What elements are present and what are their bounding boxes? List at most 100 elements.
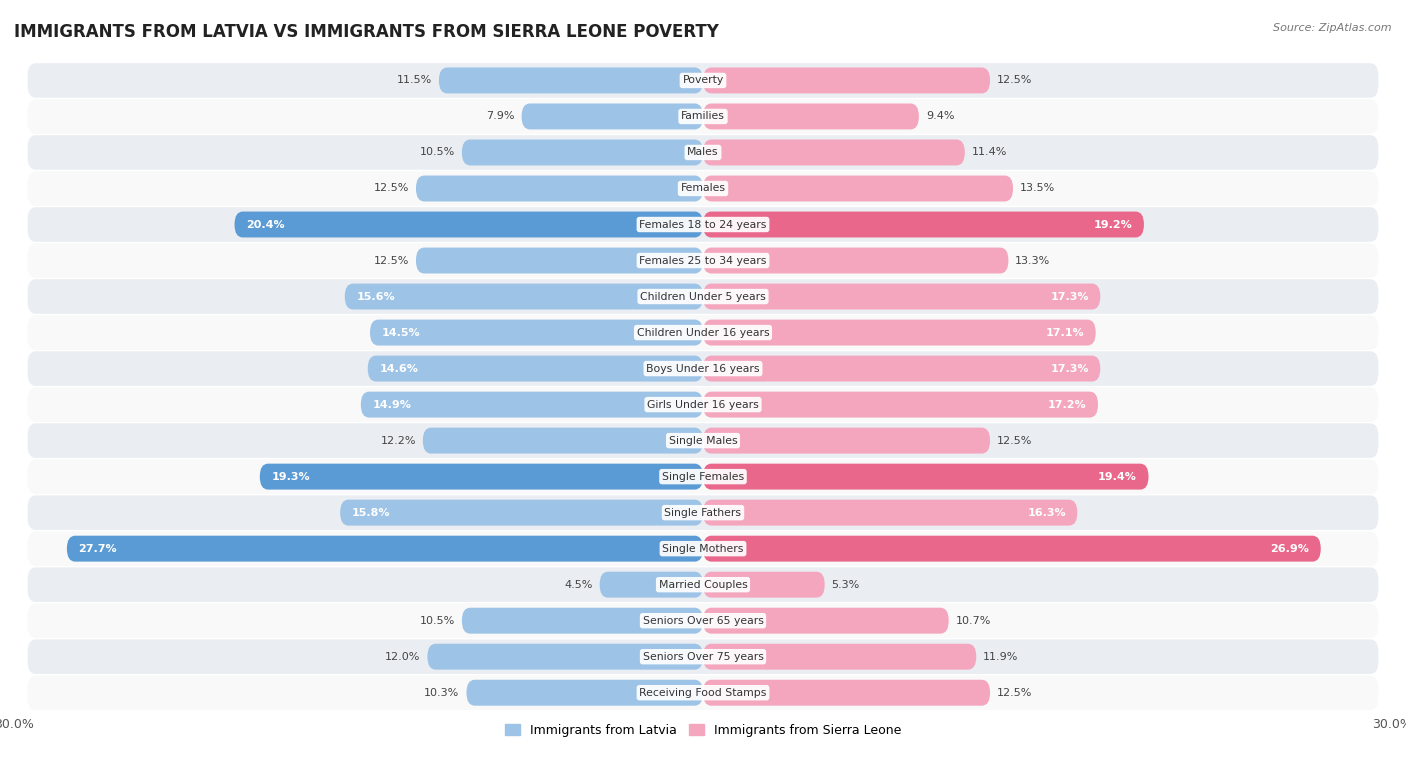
FancyBboxPatch shape [703, 536, 1320, 562]
Text: 5.3%: 5.3% [831, 580, 860, 590]
Text: 11.4%: 11.4% [972, 148, 1007, 158]
Text: Seniors Over 75 years: Seniors Over 75 years [643, 652, 763, 662]
FancyBboxPatch shape [703, 608, 949, 634]
Text: 12.5%: 12.5% [997, 76, 1032, 86]
Text: Boys Under 16 years: Boys Under 16 years [647, 364, 759, 374]
FancyBboxPatch shape [260, 464, 703, 490]
Text: 19.2%: 19.2% [1094, 220, 1132, 230]
FancyBboxPatch shape [703, 283, 1101, 309]
Text: 14.5%: 14.5% [381, 327, 420, 337]
FancyBboxPatch shape [599, 572, 703, 597]
Text: Single Males: Single Males [669, 436, 737, 446]
Text: 20.4%: 20.4% [246, 220, 284, 230]
Text: 12.0%: 12.0% [385, 652, 420, 662]
Text: Families: Families [681, 111, 725, 121]
FancyBboxPatch shape [28, 99, 1378, 133]
FancyBboxPatch shape [703, 320, 1095, 346]
FancyBboxPatch shape [340, 500, 703, 525]
Text: 15.8%: 15.8% [352, 508, 389, 518]
Text: 10.5%: 10.5% [420, 615, 456, 625]
Text: Females: Females [681, 183, 725, 193]
Text: Poverty: Poverty [682, 76, 724, 86]
FancyBboxPatch shape [703, 356, 1101, 381]
FancyBboxPatch shape [703, 680, 990, 706]
FancyBboxPatch shape [703, 500, 1077, 525]
FancyBboxPatch shape [28, 640, 1378, 674]
Text: Females 25 to 34 years: Females 25 to 34 years [640, 255, 766, 265]
Text: 11.9%: 11.9% [983, 652, 1018, 662]
FancyBboxPatch shape [28, 351, 1378, 386]
Text: 12.5%: 12.5% [997, 436, 1032, 446]
FancyBboxPatch shape [522, 104, 703, 130]
FancyBboxPatch shape [467, 680, 703, 706]
FancyBboxPatch shape [235, 211, 703, 237]
Text: 17.3%: 17.3% [1050, 364, 1088, 374]
Text: Males: Males [688, 148, 718, 158]
FancyBboxPatch shape [28, 459, 1378, 494]
Text: 12.5%: 12.5% [997, 688, 1032, 697]
FancyBboxPatch shape [703, 176, 1012, 202]
FancyBboxPatch shape [703, 104, 920, 130]
FancyBboxPatch shape [703, 572, 825, 597]
Text: Source: ZipAtlas.com: Source: ZipAtlas.com [1274, 23, 1392, 33]
FancyBboxPatch shape [28, 423, 1378, 458]
Text: IMMIGRANTS FROM LATVIA VS IMMIGRANTS FROM SIERRA LEONE POVERTY: IMMIGRANTS FROM LATVIA VS IMMIGRANTS FRO… [14, 23, 718, 41]
FancyBboxPatch shape [28, 495, 1378, 530]
FancyBboxPatch shape [361, 392, 703, 418]
Text: Single Females: Single Females [662, 471, 744, 481]
FancyBboxPatch shape [28, 675, 1378, 710]
Text: 14.9%: 14.9% [373, 399, 411, 409]
Text: 15.6%: 15.6% [356, 292, 395, 302]
Text: 13.5%: 13.5% [1019, 183, 1054, 193]
FancyBboxPatch shape [416, 176, 703, 202]
FancyBboxPatch shape [439, 67, 703, 93]
FancyBboxPatch shape [703, 67, 990, 93]
FancyBboxPatch shape [703, 428, 990, 453]
Legend: Immigrants from Latvia, Immigrants from Sierra Leone: Immigrants from Latvia, Immigrants from … [499, 719, 907, 742]
Text: 10.3%: 10.3% [425, 688, 460, 697]
Text: 12.5%: 12.5% [374, 183, 409, 193]
Text: 16.3%: 16.3% [1028, 508, 1066, 518]
FancyBboxPatch shape [461, 608, 703, 634]
Text: Females 18 to 24 years: Females 18 to 24 years [640, 220, 766, 230]
Text: 11.5%: 11.5% [396, 76, 432, 86]
Text: Seniors Over 65 years: Seniors Over 65 years [643, 615, 763, 625]
Text: 17.1%: 17.1% [1046, 327, 1084, 337]
Text: 17.2%: 17.2% [1047, 399, 1087, 409]
Text: 27.7%: 27.7% [79, 543, 117, 553]
FancyBboxPatch shape [28, 171, 1378, 205]
Text: 26.9%: 26.9% [1271, 543, 1309, 553]
FancyBboxPatch shape [28, 568, 1378, 602]
Text: Single Mothers: Single Mothers [662, 543, 744, 553]
FancyBboxPatch shape [703, 392, 1098, 418]
Text: 12.2%: 12.2% [381, 436, 416, 446]
FancyBboxPatch shape [28, 207, 1378, 242]
FancyBboxPatch shape [67, 536, 703, 562]
FancyBboxPatch shape [703, 139, 965, 165]
Text: Married Couples: Married Couples [658, 580, 748, 590]
FancyBboxPatch shape [703, 644, 976, 669]
FancyBboxPatch shape [703, 211, 1144, 237]
Text: Receiving Food Stamps: Receiving Food Stamps [640, 688, 766, 697]
Text: 13.3%: 13.3% [1015, 255, 1050, 265]
FancyBboxPatch shape [28, 531, 1378, 566]
FancyBboxPatch shape [28, 315, 1378, 350]
FancyBboxPatch shape [28, 603, 1378, 638]
Text: 19.3%: 19.3% [271, 471, 309, 481]
FancyBboxPatch shape [368, 356, 703, 381]
FancyBboxPatch shape [703, 464, 1149, 490]
FancyBboxPatch shape [344, 283, 703, 309]
FancyBboxPatch shape [423, 428, 703, 453]
Text: 4.5%: 4.5% [564, 580, 593, 590]
Text: 10.7%: 10.7% [956, 615, 991, 625]
Text: Girls Under 16 years: Girls Under 16 years [647, 399, 759, 409]
Text: Children Under 5 years: Children Under 5 years [640, 292, 766, 302]
Text: Children Under 16 years: Children Under 16 years [637, 327, 769, 337]
FancyBboxPatch shape [370, 320, 703, 346]
FancyBboxPatch shape [703, 248, 1008, 274]
FancyBboxPatch shape [416, 248, 703, 274]
Text: Single Fathers: Single Fathers [665, 508, 741, 518]
Text: 17.3%: 17.3% [1050, 292, 1088, 302]
FancyBboxPatch shape [28, 63, 1378, 98]
Text: 14.6%: 14.6% [380, 364, 418, 374]
